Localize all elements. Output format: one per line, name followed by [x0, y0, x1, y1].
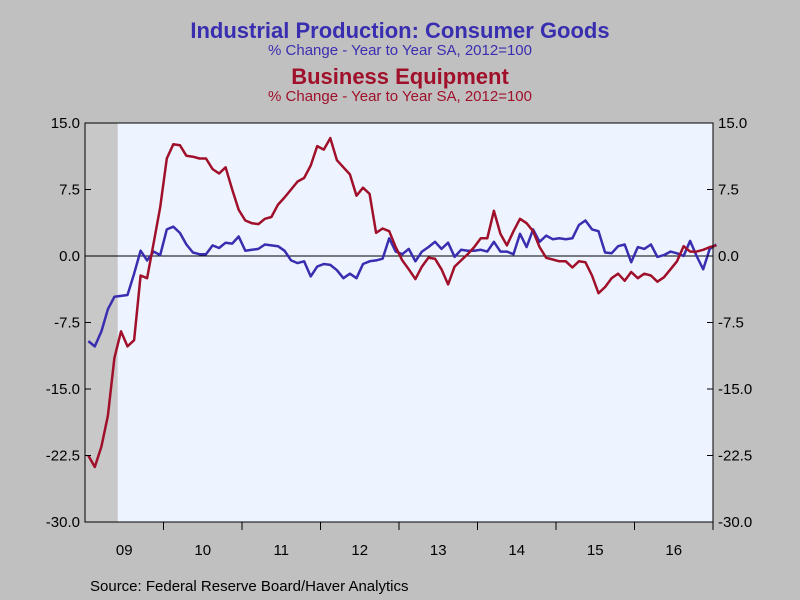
source-note: Source: Federal Reserve Board/Haver Anal…: [90, 578, 409, 595]
y-tick-label-right: 15.0: [718, 115, 747, 132]
chart-title-business-equipment: Business Equipment: [291, 64, 509, 89]
y-tick-label-right: 7.5: [718, 182, 739, 199]
y-tick-label-right: -22.5: [718, 448, 752, 465]
y-tick-label-right: -30.0: [718, 514, 752, 531]
x-tick-label: 12: [351, 542, 368, 559]
x-tick-label: 16: [665, 542, 682, 559]
y-tick-label-left: 15.0: [51, 115, 80, 132]
x-tick-label: 13: [430, 542, 447, 559]
series-line-consumer-goods: [87, 219, 717, 348]
y-tick-label-left: -15.0: [46, 381, 80, 398]
x-tick-label: 11: [273, 542, 289, 559]
y-tick-label-left: 0.0: [59, 248, 80, 265]
x-tick-label: 10: [194, 542, 211, 559]
plot-area: [85, 123, 713, 522]
y-tick-label-right: 0.0: [718, 248, 739, 265]
y-tick-label-right: -15.0: [718, 381, 752, 398]
y-tick-label-left: -7.5: [54, 315, 80, 332]
y-tick-label-left: 7.5: [59, 182, 80, 199]
y-tick-label-right: -7.5: [718, 315, 744, 332]
series-line-business-equipment: [87, 136, 717, 469]
y-tick-label-left: -30.0: [46, 514, 80, 531]
chart-subtitle-business-equipment: % Change - Year to Year SA, 2012=100: [268, 88, 532, 105]
x-tick-label: 15: [587, 542, 604, 559]
x-tick-label: 09: [116, 542, 133, 559]
y-tick-label-left: -22.5: [46, 448, 80, 465]
x-tick-label: 14: [508, 542, 525, 559]
chart-title-consumer-goods: Industrial Production: Consumer Goods: [190, 18, 610, 43]
chart-subtitle-consumer-goods: % Change - Year to Year SA, 2012=100: [268, 42, 532, 59]
